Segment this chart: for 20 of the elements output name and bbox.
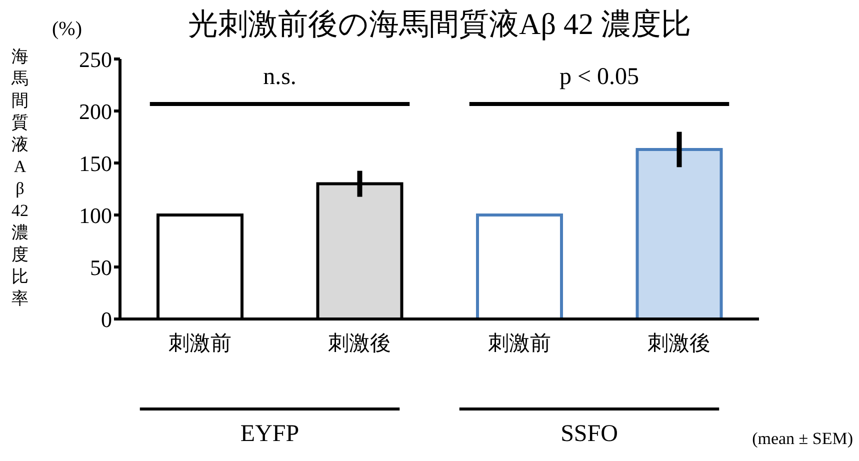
text: 海馬間質液Aβ42濃度比率 — [12, 47, 28, 308]
chart-title: 光刺激前後の海馬間質液Aβ 42 濃度比 — [188, 8, 691, 41]
bar — [636, 148, 723, 319]
text: SSFO — [560, 421, 619, 448]
y-tick-label: 200 — [79, 98, 112, 124]
y-tick-label: 50 — [90, 254, 112, 280]
text: (%) — [52, 18, 82, 41]
y-tick-label: 150 — [79, 150, 112, 176]
annotation: n.s. — [262, 64, 298, 91]
x-tick-label: 刺激前 — [488, 330, 551, 355]
text: (mean ± SEM) — [752, 429, 853, 449]
y-tick-label: 0 — [101, 306, 112, 332]
annotation: p < 0.05 — [558, 64, 640, 91]
x-tick-label: 刺激前 — [168, 330, 232, 355]
y-tick-label: 100 — [79, 202, 112, 228]
bar — [476, 214, 563, 319]
x-tick-label: 刺激後 — [648, 330, 711, 355]
text: EYFP — [239, 421, 300, 448]
x-tick-label: 刺激後 — [328, 330, 392, 355]
y-tick-label: 250 — [79, 46, 112, 72]
